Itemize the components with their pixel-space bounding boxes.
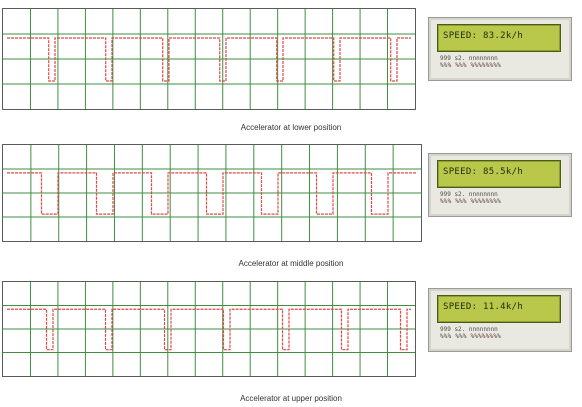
oscilloscope-display-lower [2, 8, 416, 110]
lcd-pin-row: 999 s2. nnnnnnnn [440, 326, 498, 333]
lcd-screen: SPEED: 83.2k/h [437, 24, 561, 52]
lcd-display-middle: SPEED: 85.5k/h 999 s2. nnnnnnnn %%% %%% … [428, 153, 572, 217]
scope-grid-lines [3, 9, 415, 109]
panel-middle: SPEED: 85.5k/h 999 s2. nnnnnnnn %%% %%% … [0, 135, 582, 270]
lcd-pin-labels: 999 s2. nnnnnnnn %%% %%% %%%%%%%% [440, 326, 560, 344]
lcd-pin-row: 999 s2. nnnnnnnn [440, 55, 498, 62]
lcd-display-upper: SPEED: 11.4k/h 999 s2. nnnnnnnn %%% %%% … [428, 288, 572, 352]
pwm-trace [7, 172, 417, 215]
oscilloscope-grid-lower [3, 9, 415, 109]
caption-middle: Accelerator at middle position [238, 259, 344, 268]
scope-grid-lines [3, 282, 415, 376]
pwm-trace [7, 308, 411, 351]
lcd-screen: SPEED: 11.4k/h [437, 295, 561, 323]
lcd-speed-text: SPEED: 11.4k/h [443, 302, 524, 312]
lcd-speed-text: SPEED: 83.2k/h [443, 31, 524, 41]
lcd-pin-labels: 999 s2. nnnnnnnn %%% %%% %%%%%%%% [440, 55, 560, 73]
oscilloscope-grid-middle [3, 145, 421, 241]
lcd-display-lower: SPEED: 83.2k/h 999 s2. nnnnnnnn %%% %%% … [428, 17, 572, 81]
pwm-trace [7, 37, 411, 82]
oscilloscope-display-upper [2, 281, 416, 377]
panel-upper: SPEED: 11.4k/h 999 s2. nnnnnnnn %%% %%% … [0, 270, 582, 407]
oscilloscope-grid-upper [3, 282, 415, 376]
lcd-pin-labels: 999 s2. nnnnnnnn %%% %%% %%%%%%%% [440, 191, 560, 209]
panel-lower: SPEED: 83.2k/h 999 s2. nnnnnnnn %%% %%% … [0, 0, 582, 135]
caption-upper: Accelerator at upper position [240, 394, 342, 403]
lcd-screen: SPEED: 85.5k/h [437, 160, 561, 188]
lcd-pin-row: 999 s2. nnnnnnnn [440, 191, 498, 198]
lcd-speed-text: SPEED: 85.5k/h [443, 167, 524, 177]
oscilloscope-display-middle [2, 144, 422, 242]
caption-lower: Accelerator at lower position [240, 123, 342, 132]
lcd-pin-row: %%% %%% %%%%%%%% [440, 333, 501, 340]
lcd-pin-row: %%% %%% %%%%%%%% [440, 62, 501, 69]
lcd-pin-row: %%% %%% %%%%%%%% [440, 198, 501, 205]
scope-grid-lines [3, 145, 421, 241]
